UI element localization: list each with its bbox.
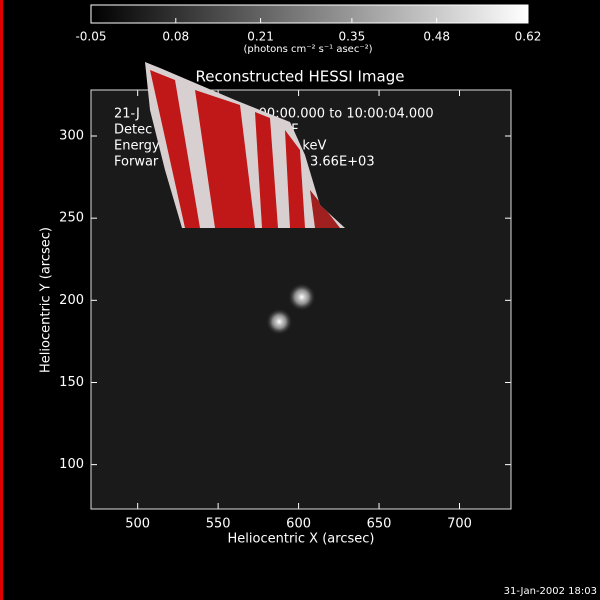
colorbar (90, 4, 529, 24)
x-tick-label: 650 (367, 517, 392, 532)
left-edge (0, 0, 3, 600)
y-tick-label: 200 (59, 293, 84, 308)
annotation: 0:00:00.000 to 10:00:04.000 (246, 107, 434, 122)
y-axis-label: Heliocentric Y (arcsec) (39, 227, 54, 373)
x-tick-label: 700 (447, 517, 472, 532)
colorbar-tick-label: 0.08 (162, 30, 189, 44)
content: 500 550 600 650 700 100 150 200 250 300 -0.05 0.08 0… (59, 4, 542, 532)
y-tick-label: 250 (59, 211, 84, 226)
colorbar-label: (photons cm⁻² s⁻¹ asec⁻²) (243, 44, 372, 55)
annotation: 3.66E+03 (310, 155, 375, 170)
annotation: Forwar (114, 155, 159, 170)
colorbar-tick-label: 0.48 (423, 30, 450, 44)
x-axis-label: Heliocentric X (arcsec) (228, 532, 375, 547)
chart-title: Reconstructed HESSI Image (196, 68, 405, 86)
annotation: 21-J (114, 107, 140, 122)
y-tick-label: 150 (59, 375, 84, 390)
annotation: Detec (114, 123, 152, 138)
colorbar-tick-label: -0.05 (75, 30, 106, 44)
timestamp: 31-Jan-2002 18:03 (504, 586, 597, 597)
x-tick-label: 500 (125, 517, 150, 532)
x-tick-label: 550 (206, 517, 231, 532)
colorbar-tick-label: 0.21 (247, 30, 274, 44)
annotation: Energy (114, 139, 160, 154)
y-tick-label: 300 (59, 129, 84, 144)
source (287, 283, 316, 312)
colorbar-tick-label: 0.35 (339, 30, 366, 44)
x-tick-label: 600 (286, 517, 311, 532)
y-tick-label: 100 (59, 457, 84, 472)
source (265, 308, 293, 336)
colorbar-tick-label: 0.62 (515, 30, 542, 44)
plot-frame (90, 89, 512, 510)
